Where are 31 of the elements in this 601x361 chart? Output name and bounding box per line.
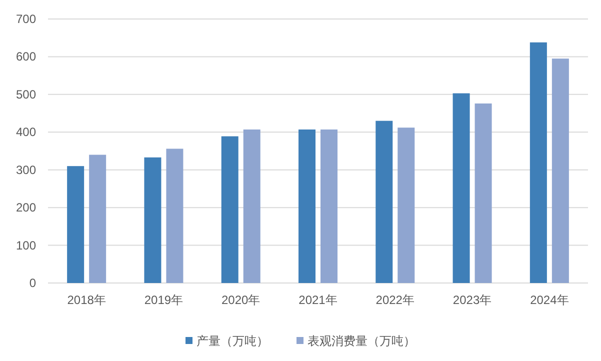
legend-label: 表观消费量（万吨） (308, 334, 416, 348)
bar (474, 103, 492, 283)
y-tick-label: 0 (29, 276, 36, 290)
bar (89, 154, 106, 283)
x-tick-label: 2024年 (530, 293, 569, 307)
bar (376, 120, 393, 283)
y-tick-label: 700 (16, 12, 36, 26)
bar (452, 93, 470, 283)
x-tick-label: 2023年 (452, 293, 492, 307)
legend-label: 产量（万吨） (196, 334, 268, 348)
bar (552, 58, 569, 283)
bar (243, 130, 260, 283)
y-tick-label: 400 (16, 125, 36, 140)
bar (166, 148, 184, 283)
x-tick-label: 2019年 (144, 293, 184, 307)
x-tick-label: 2018年 (67, 293, 106, 307)
x-tick-label: 2022年 (376, 293, 414, 307)
bar (398, 128, 415, 283)
y-tick-label: 200 (16, 200, 36, 215)
y-tick-label: 600 (16, 50, 36, 64)
bar (320, 130, 338, 283)
y-tick-label: 500 (16, 87, 36, 102)
bar (298, 130, 316, 283)
bar (67, 166, 84, 283)
bar (221, 136, 238, 283)
bar (144, 157, 162, 283)
x-tick-label: 2021年 (298, 293, 338, 307)
y-tick-label: 300 (16, 162, 36, 177)
bar (530, 42, 547, 283)
y-tick-label: 100 (16, 238, 36, 252)
x-tick-label: 2020年 (222, 293, 260, 307)
